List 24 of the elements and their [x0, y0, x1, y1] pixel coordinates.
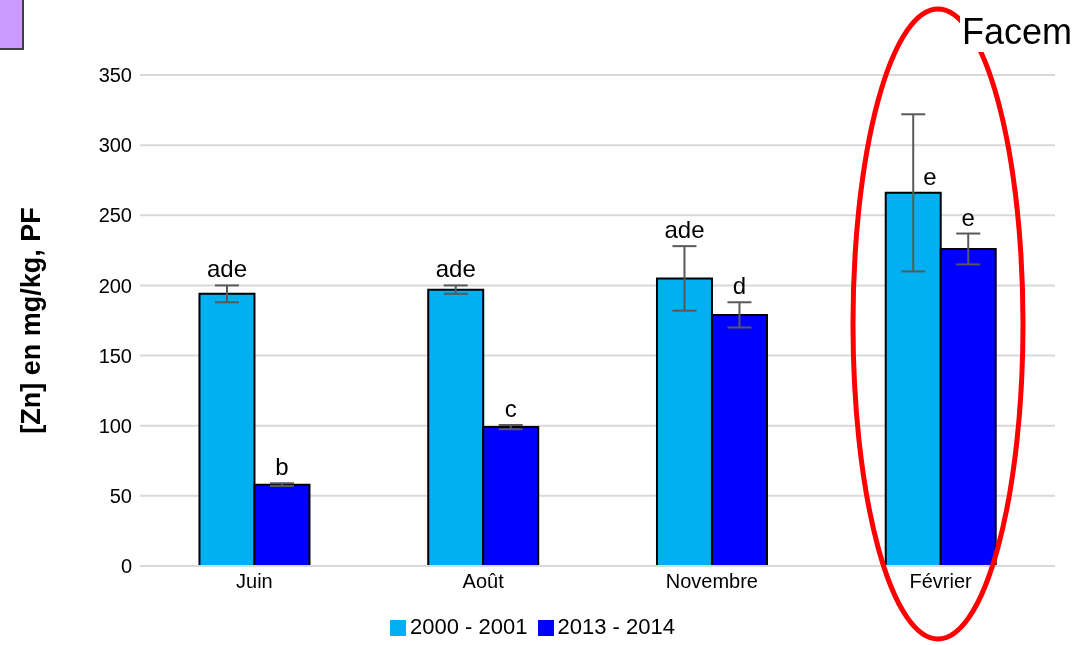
y-tick-label: 300 [98, 134, 132, 157]
y-tick-label: 0 [120, 555, 132, 578]
data-label: c [504, 395, 517, 423]
legend-label: 2013 - 2014 [557, 614, 675, 639]
y-tick-label: 350 [98, 64, 132, 87]
y-tick-label: 150 [98, 344, 132, 367]
data-label: d [732, 272, 747, 300]
data-label: ade [664, 216, 705, 244]
y-axis-title: [Zn] en mg/kg, PF [15, 207, 46, 434]
data-label: e [961, 203, 975, 231]
y-tick-label: 100 [98, 414, 132, 437]
x-tick-label: Novembre [665, 570, 759, 593]
x-tick-label: Février [909, 570, 973, 593]
data-label: e [923, 162, 937, 190]
y-tick-label: 50 [109, 484, 132, 507]
x-tick-label: Août [462, 570, 505, 593]
data-label: ade [435, 255, 476, 283]
y-tick-label: 250 [98, 204, 132, 227]
legend-label: 2000 - 2001 [410, 614, 528, 639]
data-label: b [275, 453, 289, 481]
y-tick-label: 200 [98, 274, 132, 297]
data-label: ade [206, 255, 247, 283]
text: Facem [960, 11, 1075, 52]
x-tick-label: Juin [236, 570, 273, 593]
